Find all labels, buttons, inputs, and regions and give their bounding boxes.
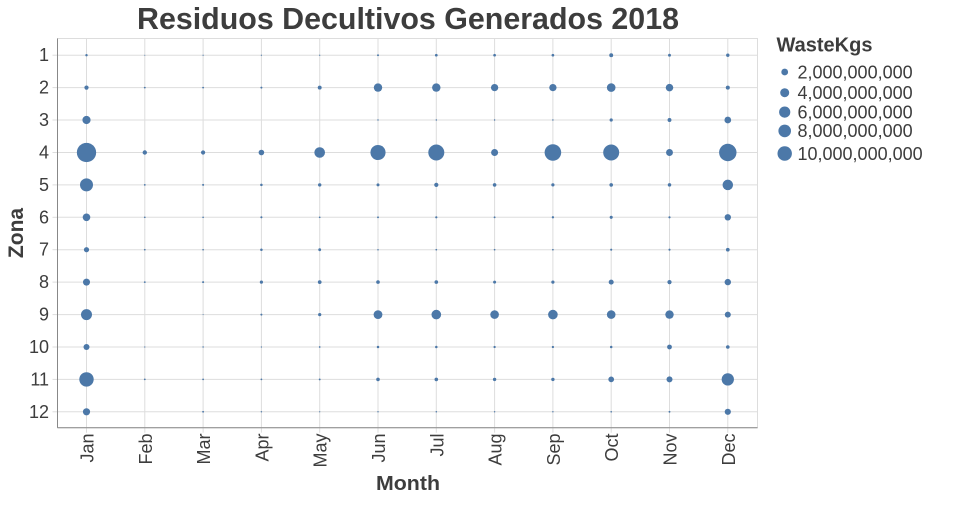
svg-text:7: 7 [39, 240, 49, 260]
svg-text:Jan: Jan [78, 434, 98, 463]
svg-text:2: 2 [39, 78, 49, 98]
svg-text:8,000,000,000: 8,000,000,000 [798, 121, 913, 141]
svg-text:Sep: Sep [544, 434, 564, 466]
svg-text:Aug: Aug [486, 434, 506, 466]
svg-text:4: 4 [39, 143, 49, 163]
svg-text:12: 12 [29, 402, 49, 422]
svg-text:Month: Month [376, 473, 440, 495]
svg-text:Residuos Decultivos Generados: Residuos Decultivos Generados 2018 [137, 1, 679, 36]
svg-text:5: 5 [39, 175, 49, 195]
svg-text:9: 9 [39, 305, 49, 325]
svg-text:Dec: Dec [719, 434, 739, 466]
svg-text:Zona: Zona [5, 208, 28, 258]
svg-text:May: May [311, 434, 331, 468]
svg-text:WasteKgs: WasteKgs [777, 35, 873, 57]
svg-text:Oct: Oct [602, 434, 622, 462]
svg-text:Feb: Feb [136, 434, 156, 465]
svg-text:8: 8 [39, 272, 49, 292]
svg-text:4,000,000,000: 4,000,000,000 [798, 83, 913, 103]
svg-text:10,000,000,000: 10,000,000,000 [798, 144, 923, 164]
svg-text:1: 1 [39, 45, 49, 65]
svg-text:6: 6 [39, 207, 49, 227]
svg-text:3: 3 [39, 110, 49, 130]
svg-text:11: 11 [30, 369, 49, 389]
svg-text:Jul: Jul [427, 434, 447, 457]
svg-text:10: 10 [29, 337, 49, 357]
svg-text:Apr: Apr [252, 433, 272, 461]
svg-text:Mar: Mar [194, 433, 214, 464]
svg-text:2,000,000,000: 2,000,000,000 [798, 62, 913, 82]
svg-text:Jun: Jun [369, 434, 389, 463]
svg-text:Nov: Nov [661, 434, 681, 466]
svg-text:6,000,000,000: 6,000,000,000 [798, 102, 913, 122]
